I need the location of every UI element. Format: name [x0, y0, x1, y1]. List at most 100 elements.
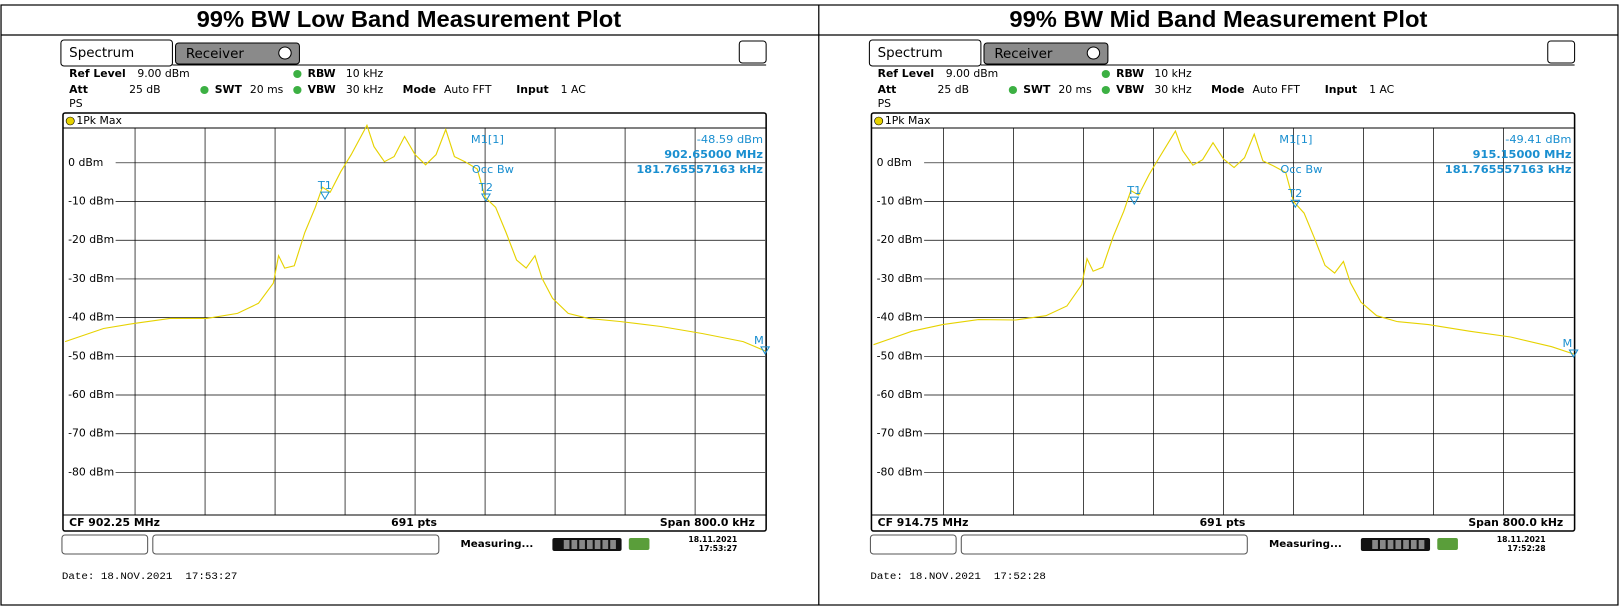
- setting-text: 30 kHz: [346, 83, 384, 96]
- readout: M1[1]: [471, 133, 504, 146]
- marker-label: M: [754, 334, 764, 347]
- setting-text: SWT: [1023, 83, 1051, 96]
- progress-seg: [602, 540, 609, 549]
- tab-label: Spectrum: [69, 46, 134, 61]
- menu-icon[interactable]: [1547, 40, 1576, 64]
- tab-close[interactable]: [1086, 46, 1101, 60]
- footer-text: CF 902.25 MHz: [69, 516, 160, 529]
- progress-seg: [1372, 540, 1378, 549]
- footer-text: 691 pts: [391, 516, 437, 529]
- setting-text: SWT: [215, 83, 243, 96]
- setting-text: Auto FFT: [444, 83, 492, 96]
- setting-text: 25 dB: [938, 83, 970, 96]
- setting-text: 25 dB: [129, 83, 161, 96]
- setting-text: VBW: [308, 83, 336, 96]
- readout: 915.15000 MHz: [1473, 148, 1572, 161]
- y-tick-label: -80 dBm: [68, 466, 114, 479]
- y-tick-label: -80 dBm: [877, 466, 923, 479]
- setting-text: Ref Level: [878, 67, 935, 80]
- marker: [1129, 196, 1140, 206]
- date-line: Date: 18.NOV.2021 17:53:27: [62, 571, 237, 583]
- marker: [760, 346, 771, 355]
- status-box: [61, 534, 149, 555]
- progress-seg: [579, 540, 585, 549]
- status-icon: [628, 538, 650, 550]
- progress-seg: [610, 540, 616, 549]
- status-date: 18.11.2021: [1497, 535, 1546, 544]
- y-tick-label: -20 dBm: [877, 233, 923, 246]
- marker-label: T1: [317, 179, 332, 192]
- setting-text: PS: [878, 97, 892, 110]
- marker: [319, 191, 330, 201]
- tab-spectrum: [868, 39, 982, 67]
- status-dot: [1101, 86, 1110, 94]
- marker: [1290, 199, 1301, 209]
- progress-seg: [594, 540, 601, 549]
- setting-text: VBW: [1116, 83, 1144, 96]
- y-tick-label: -40 dBm: [877, 311, 923, 324]
- progress-seg: [571, 540, 578, 549]
- setting-text: Att: [878, 83, 897, 96]
- readout: 902.65000 MHz: [664, 148, 763, 161]
- progress-seg: [586, 540, 593, 549]
- tab-receiver[interactable]: [175, 42, 300, 65]
- setting-text: 20 ms: [1058, 83, 1092, 96]
- status-time: 17:52:28: [1507, 544, 1545, 553]
- setting-text: Att: [69, 83, 88, 96]
- progress-seg: [1395, 540, 1402, 549]
- y-tick-label: -70 dBm: [877, 427, 923, 440]
- trace-label: 1Pk Max: [76, 114, 122, 127]
- trace: [873, 129, 1574, 355]
- readout: 181.765557163 kHz: [636, 163, 763, 176]
- status-box: [960, 534, 1248, 555]
- status-text: Measuring...: [1269, 539, 1342, 550]
- trace-dot: [65, 116, 75, 126]
- status-box: [869, 534, 957, 555]
- status-dot: [293, 86, 302, 94]
- setting-text: 9.00 dBm: [946, 67, 998, 80]
- marker-label: T1: [1126, 184, 1141, 197]
- progress-seg: [1410, 540, 1417, 549]
- progress-seg: [1403, 540, 1409, 549]
- plot-frame: [62, 112, 767, 532]
- setting-text: 30 kHz: [1154, 83, 1192, 96]
- panel-title: 99% BW Mid Band Measurement Plot: [1009, 6, 1427, 32]
- setting-text: 10 kHz: [346, 67, 384, 80]
- footer-text: Span 800.0 kHz: [660, 516, 755, 529]
- setting-text: 9.00 dBm: [137, 67, 189, 80]
- setting-text: PS: [69, 97, 83, 110]
- status-text: Measuring...: [461, 539, 534, 550]
- menu-icon[interactable]: [738, 40, 767, 64]
- tab-receiver[interactable]: [983, 42, 1109, 65]
- readout: Occ Bw: [1280, 163, 1322, 176]
- progress-seg: [1418, 540, 1425, 549]
- readout: -49.41 dBm: [1505, 133, 1571, 146]
- readout: 181.765557163 kHz: [1445, 163, 1572, 176]
- y-tick-label: -60 dBm: [68, 388, 114, 401]
- setting-text: 1 AC: [1369, 83, 1394, 96]
- status-date: 18.11.2021: [688, 535, 737, 544]
- setting-text: Ref Level: [69, 67, 126, 80]
- trace-dot: [874, 116, 884, 126]
- setting-text: Mode: [1211, 83, 1244, 96]
- setting-text: Auto FFT: [1252, 83, 1300, 96]
- readout: Occ Bw: [472, 163, 514, 176]
- footer-text: CF 914.75 MHz: [878, 516, 969, 529]
- status-dot: [1008, 86, 1018, 94]
- y-tick-label: -50 dBm: [68, 349, 114, 362]
- footer-text: 691 pts: [1200, 516, 1246, 529]
- y-tick-label: -50 dBm: [877, 349, 923, 362]
- status-dot: [200, 86, 209, 94]
- marker-label: M: [1562, 337, 1572, 350]
- setting-text: Input: [516, 83, 548, 96]
- tab-close[interactable]: [278, 46, 292, 60]
- y-tick-label: 0 dBm: [68, 156, 103, 169]
- progress-seg: [1387, 540, 1394, 549]
- setting-text: 10 kHz: [1154, 67, 1192, 80]
- y-tick-label: 0 dBm: [877, 156, 912, 169]
- readout: -48.59 dBm: [697, 133, 763, 146]
- panel-title: 99% BW Low Band Measurement Plot: [197, 6, 622, 32]
- marker: [1568, 349, 1579, 359]
- footer-text: Span 800.0 kHz: [1468, 516, 1563, 529]
